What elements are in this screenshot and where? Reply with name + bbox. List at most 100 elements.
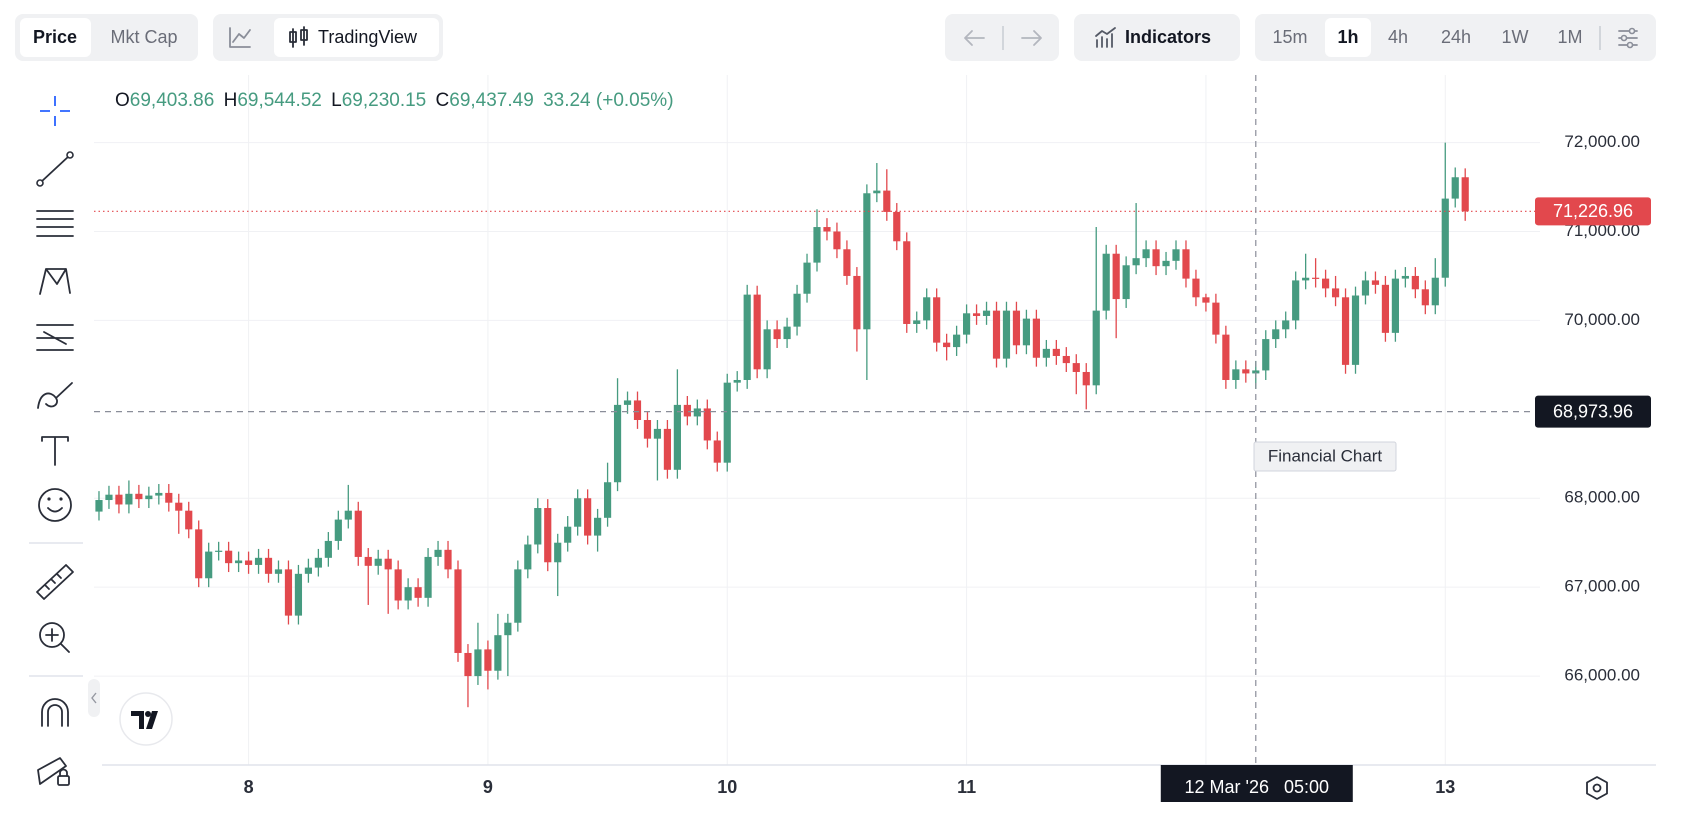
candle-body [1162, 260, 1170, 267]
magnet-tool[interactable] [41, 698, 69, 727]
candle-body [1451, 177, 1459, 199]
indicators-label[interactable]: Indicators [1125, 27, 1211, 47]
x-tick-label: 11 [957, 777, 976, 797]
candle-body [454, 569, 462, 653]
candle-body [803, 262, 811, 294]
collapse-toolbar-handle[interactable] [88, 679, 100, 717]
candle-body [1232, 369, 1240, 380]
candle-body [1122, 265, 1130, 300]
trend-line-tool[interactable] [40, 155, 70, 183]
line-chart-button[interactable] [229, 27, 251, 48]
candle-body [1192, 278, 1200, 298]
candle-body [713, 440, 721, 463]
zoom-tool[interactable] [39, 622, 65, 648]
crosshair-price-label: 68,973.96 [1553, 401, 1633, 421]
candle-body [115, 494, 123, 505]
text-tool[interactable] [41, 436, 69, 466]
candle-body [1202, 297, 1210, 303]
brush-tool[interactable] [37, 382, 73, 409]
tradingview-logo[interactable] [119, 692, 173, 746]
lock-shackle [59, 768, 68, 777]
candle-body [613, 404, 622, 483]
lock-drawings-tool[interactable] [37, 757, 67, 785]
candle-body [733, 379, 741, 383]
candle-body [1042, 348, 1050, 358]
indicators-button[interactable] [1074, 14, 1240, 61]
timeframe-button[interactable]: 24h [1441, 27, 1471, 47]
candle-body [693, 408, 701, 417]
candle-body [683, 404, 691, 417]
timeframe-active[interactable] [1325, 18, 1371, 57]
candle-body [1222, 334, 1230, 380]
candle-body [753, 294, 761, 370]
candle-body [1152, 249, 1160, 267]
candle-body [1052, 348, 1060, 356]
timeframe-button[interactable]: 1M [1557, 27, 1582, 47]
last-price-label: 71,226.96 [1553, 201, 1633, 221]
timeframe-button[interactable]: 1h [1337, 27, 1358, 47]
pattern-tool[interactable] [39, 268, 71, 295]
emoji-tool[interactable] [38, 488, 72, 522]
tooltip-box [1253, 441, 1397, 472]
x-tick-label: 9 [483, 777, 493, 797]
timeframe-button[interactable]: 15m [1272, 27, 1307, 47]
redo-button[interactable] [1021, 30, 1042, 46]
candle-body [943, 342, 951, 348]
fib-tool[interactable] [36, 324, 74, 351]
candle-body [1242, 369, 1250, 374]
candle-body [743, 294, 751, 380]
candle-body [574, 498, 582, 527]
candle-body [175, 502, 183, 511]
undo-button[interactable] [964, 30, 985, 46]
candle-body [1012, 310, 1021, 346]
candle-body [1322, 278, 1330, 289]
legend-value: 69,437.49 [449, 90, 534, 111]
price-tab[interactable]: Price [33, 27, 77, 47]
candle-body [863, 193, 871, 330]
candle-body [464, 652, 472, 677]
tradingview-tab[interactable]: TradingView [318, 27, 418, 47]
timeframe-button[interactable]: 4h [1388, 27, 1408, 47]
crosshair-tool[interactable] [40, 96, 70, 126]
candle-body [1292, 280, 1300, 321]
tooltip-text: Financial Chart [1268, 446, 1383, 465]
candle-body [1331, 288, 1340, 298]
candle-body [1351, 295, 1360, 365]
y-tick-label: 71,000.00 [1564, 221, 1640, 240]
crosshair-price-tag [1535, 395, 1651, 428]
candle-body [125, 493, 133, 505]
ruler-tool[interactable] [36, 564, 74, 600]
candle-body [225, 550, 233, 564]
tool-dot [66, 151, 74, 159]
candle-body [514, 569, 522, 623]
candle-body [244, 560, 253, 565]
candle-icon [289, 26, 308, 48]
candle-body [1172, 249, 1180, 261]
candle-body [982, 310, 991, 316]
candle-body [444, 549, 452, 570]
candle-body [1411, 275, 1419, 290]
candle-body [1102, 253, 1110, 311]
candle-body [1062, 355, 1070, 364]
candle-body [773, 329, 781, 340]
candle-body [414, 587, 422, 598]
candle-body [1302, 277, 1310, 281]
candle-body [1371, 280, 1380, 285]
candle-body [434, 549, 442, 557]
candle-body [504, 622, 512, 636]
x-tick-label: 10 [717, 777, 737, 797]
tradingview-tab-active[interactable] [274, 18, 439, 57]
emoji-eye [59, 497, 63, 501]
candle-body [1092, 310, 1100, 386]
timeframe-button[interactable]: 1W [1502, 27, 1529, 47]
mkt-cap-tab[interactable]: Mkt Cap [110, 27, 177, 47]
candle-body [1142, 249, 1150, 259]
candle-body [165, 492, 173, 503]
price-tab-active[interactable] [20, 18, 91, 57]
candle-body [494, 635, 502, 671]
candle-body [534, 508, 542, 545]
axis-settings-button[interactable] [1586, 776, 1608, 800]
candle-body [264, 557, 273, 574]
candle-body [1361, 280, 1370, 296]
horizontal-lines-tool[interactable] [36, 210, 74, 237]
